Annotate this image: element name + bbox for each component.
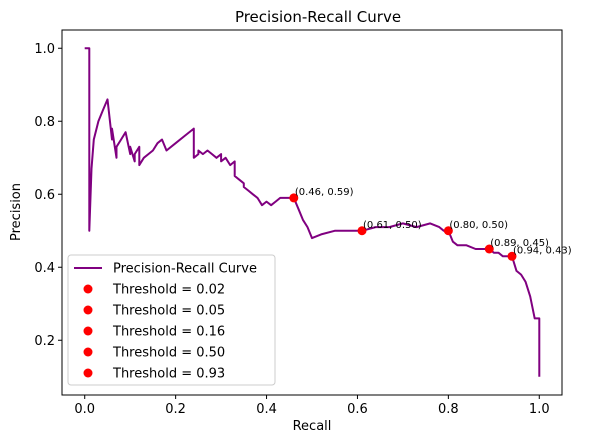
x-tick-label-4: 0.8: [438, 402, 459, 417]
legend-label-threshold-4: Threshold = 0.93: [112, 367, 225, 382]
legend-marker-3: [83, 347, 93, 357]
threshold-point-1: [484, 244, 494, 254]
point-annotation-1: (0.89, 0.45): [490, 238, 549, 249]
plot-area: (0.94, 0.43)(0.89, 0.45) (0.80, 0.50) (0.6…: [84, 47, 572, 377]
y-tick-label-1: 0.4: [34, 261, 55, 276]
chart-title: Precision-Recall Curve: [235, 8, 401, 26]
legend-box: [67, 254, 276, 386]
legend-label-threshold-0: Threshold = 0.02: [112, 283, 225, 298]
point-annotation-3: (0.61, 0.50): [363, 220, 422, 231]
x-axis: 0.0 0.2 0.4 0.6 0.8 1.0: [74, 395, 550, 417]
legend-label-threshold-2: Threshold = 0.16: [112, 325, 225, 340]
threshold-point-3: [357, 226, 367, 236]
legend: Precision-Recall Curve Threshold = 0.02 Th…: [67, 254, 276, 386]
legend-marker-4: [83, 368, 93, 378]
legend-marker-2: [83, 326, 93, 336]
y-tick-label-4: 1.0: [34, 42, 55, 57]
y-tick-label-3: 0.8: [34, 115, 55, 130]
plot-frame: [61, 29, 563, 396]
legend-marker-1: [83, 305, 93, 315]
legend-label-series-0: Precision-Recall Curve: [113, 262, 257, 277]
series-line-0: [84, 47, 541, 377]
legend-label-threshold-1: Threshold = 0.05: [112, 304, 225, 319]
legend-marker-0: [83, 284, 93, 294]
point-annotation-4: (0.46, 0.59): [295, 187, 354, 198]
threshold-point-0: [507, 251, 517, 261]
x-tick-label-3: 0.6: [347, 402, 368, 417]
x-tick-label-0: 0.0: [74, 402, 95, 417]
threshold-point-4: [289, 193, 299, 203]
y-axis-label: Precision: [9, 183, 24, 241]
y-tick-label-2: 0.6: [34, 188, 55, 203]
y-axis: 0.2 0.4 0.6 0.8 1.0: [34, 42, 62, 349]
point-annotation-0: (0.94, 0.43): [513, 245, 572, 256]
x-axis-label: Recall: [293, 419, 332, 434]
legend-label-threshold-3: Threshold = 0.50: [112, 346, 225, 361]
y-tick-label-0: 0.2: [34, 334, 55, 349]
x-tick-label-2: 0.4: [256, 402, 277, 417]
x-tick-label-5: 1.0: [529, 402, 550, 417]
point-annotation-2: (0.80, 0.50): [449, 220, 508, 231]
threshold-point-2: [443, 226, 453, 236]
x-tick-label-1: 0.2: [165, 402, 186, 417]
